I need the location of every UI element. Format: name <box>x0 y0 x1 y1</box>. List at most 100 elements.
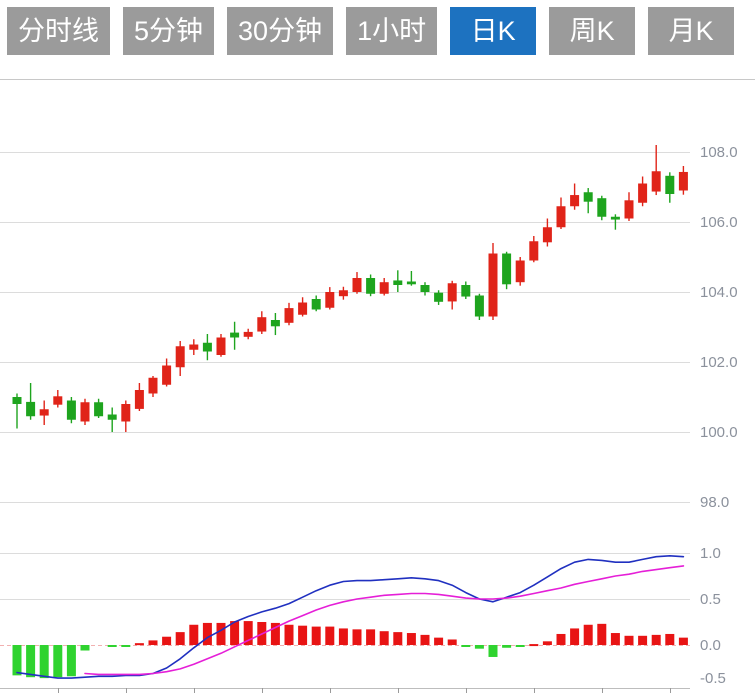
macd-histogram-bar <box>338 628 348 645</box>
candle-body <box>651 171 661 192</box>
candle-body <box>610 216 620 220</box>
candle-body <box>216 337 226 355</box>
candle-body <box>352 278 362 292</box>
candle-body <box>107 414 117 420</box>
tab-weekly-k[interactable]: 周K <box>549 7 636 55</box>
candle-body <box>542 227 552 243</box>
macd-histogram-bar <box>515 645 525 647</box>
candle-body <box>66 400 76 420</box>
macd-histogram-bar <box>243 621 253 645</box>
macd-histogram-bar <box>107 645 117 647</box>
candle-body <box>461 285 471 297</box>
candle-body <box>474 295 484 317</box>
candle-body <box>678 171 688 191</box>
macd-histogram-bar <box>162 636 172 645</box>
candle-body <box>189 344 199 350</box>
macd-histogram-bar <box>570 628 580 645</box>
tab-daily-k[interactable]: 日K <box>450 7 537 55</box>
macd-histogram-bar <box>148 640 158 645</box>
macd-dif-line <box>16 555 685 679</box>
macd-histogram-bar <box>420 634 430 645</box>
macd-histogram-bar <box>597 623 607 645</box>
tab-5min[interactable]: 5分钟 <box>123 7 215 55</box>
candle-body <box>434 292 444 302</box>
candle-body <box>39 409 49 416</box>
candle-body <box>12 397 22 404</box>
candle-body <box>366 278 376 294</box>
macd-histogram-bar <box>447 639 457 645</box>
tab-minute-line[interactable]: 分时线 <box>7 7 110 55</box>
candle-body <box>556 206 566 228</box>
candle-body <box>420 285 430 292</box>
macd-histogram-bar <box>311 626 321 645</box>
candle-body <box>243 331 253 337</box>
price-axis-label: 98.0 <box>700 494 729 511</box>
macd-dea-line <box>84 565 685 676</box>
macd-histogram-bar <box>624 635 634 645</box>
candle-body <box>298 302 308 315</box>
candle-body <box>338 290 348 297</box>
macd-histogram-bar <box>488 645 498 657</box>
tab-monthly-k[interactable]: 月K <box>648 7 735 55</box>
tab-1hour[interactable]: 1小时 <box>346 7 438 55</box>
macd-histogram-bar <box>583 624 593 645</box>
macd-histogram-bar <box>393 632 403 645</box>
tab-30min[interactable]: 30分钟 <box>227 7 334 55</box>
macd-histogram-bar <box>678 637 688 645</box>
candle-body <box>162 365 172 385</box>
price-axis-label: 106.0 <box>700 214 738 231</box>
candle-body <box>502 253 512 285</box>
macd-histogram-bar <box>379 631 389 645</box>
candle-body <box>26 401 36 417</box>
candle-body <box>529 241 539 261</box>
macd-histogram-bar <box>651 634 661 645</box>
candle-body <box>447 283 457 302</box>
period-tab-bar: 分时线 5分钟 30分钟 1小时 日K 周K 月K <box>7 7 735 55</box>
macd-histogram-bar <box>352 629 362 645</box>
candle-body <box>570 195 580 207</box>
macd-histogram-bar <box>556 633 566 645</box>
candle-body <box>393 280 403 285</box>
macd-histogram-bar <box>638 635 648 645</box>
macd-histogram-bar <box>80 645 90 651</box>
macd-histogram-bar <box>53 645 63 678</box>
macd-histogram-bar <box>134 643 144 646</box>
macd-histogram-bar <box>270 622 280 645</box>
candle-body <box>284 308 294 323</box>
macd-histogram-bar <box>434 637 444 645</box>
candle-body <box>175 346 185 368</box>
macd-axis-label: 1.0 <box>700 545 721 562</box>
macd-histogram-bar <box>26 645 36 678</box>
macd-histogram-bar <box>461 645 471 647</box>
macd-histogram-bar <box>298 625 308 645</box>
candle-body <box>270 320 280 327</box>
candle-body <box>488 253 498 317</box>
candle-body <box>121 404 131 422</box>
macd-histogram-bar <box>175 632 185 645</box>
macd-histogram-bar <box>216 622 226 645</box>
candle-body <box>230 332 240 338</box>
macd-histogram-bar <box>66 645 76 677</box>
candle-body <box>665 175 675 194</box>
candle-body <box>202 342 212 352</box>
candle-body <box>597 198 607 217</box>
macd-histogram-bar <box>39 645 49 679</box>
candle-body <box>379 282 389 294</box>
macd-histogram-bar <box>502 645 512 648</box>
macd-histogram-bar <box>474 645 484 649</box>
macd-histogram-bar <box>12 645 22 676</box>
macd-histogram-bar <box>366 629 376 645</box>
macd-histogram-bar <box>406 633 416 645</box>
candle-body <box>624 200 634 219</box>
macd-histogram-bar <box>542 641 552 645</box>
candle-body <box>53 396 63 405</box>
macd-histogram-bar <box>325 626 335 645</box>
candle-body <box>311 299 321 310</box>
candle-body <box>406 281 416 285</box>
macd-histogram-bar <box>665 633 675 645</box>
price-axis-label: 108.0 <box>700 144 738 161</box>
macd-histogram-bar <box>284 624 294 645</box>
macd-axis-label: -0.5 <box>700 670 726 687</box>
candle-body <box>94 402 104 417</box>
